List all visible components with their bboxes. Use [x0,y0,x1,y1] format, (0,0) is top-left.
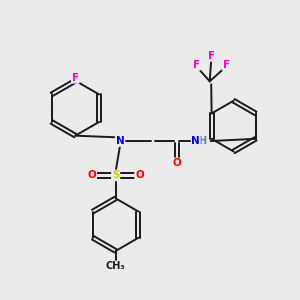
Text: S: S [112,170,119,180]
Text: O: O [87,170,96,180]
Text: N: N [191,136,200,146]
Text: O: O [135,170,144,180]
Text: F: F [208,51,215,61]
Text: H: H [198,136,206,146]
Text: F: F [223,60,230,70]
Text: F: F [72,73,79,83]
Text: CH₃: CH₃ [106,262,125,272]
Text: O: O [172,158,181,168]
Text: N: N [116,136,124,146]
Text: F: F [193,60,200,70]
